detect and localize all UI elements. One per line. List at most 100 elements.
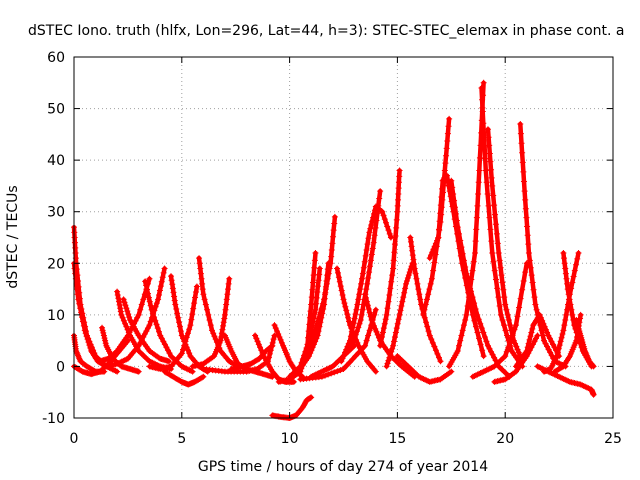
data-point xyxy=(516,304,523,311)
data-point xyxy=(81,327,88,334)
data-point xyxy=(585,355,592,362)
data-point xyxy=(513,343,520,350)
data-point xyxy=(169,285,176,292)
data-point xyxy=(352,352,359,359)
data-point xyxy=(340,366,347,373)
series-29 xyxy=(349,188,384,349)
data-point xyxy=(258,347,265,354)
data-point xyxy=(440,182,447,189)
data-point xyxy=(470,258,477,265)
data-point xyxy=(494,285,501,292)
data-point xyxy=(225,286,231,293)
data-point xyxy=(155,296,162,303)
data-point xyxy=(582,349,589,356)
data-point xyxy=(388,278,395,285)
data-point xyxy=(525,249,532,256)
data-point xyxy=(540,320,547,327)
data-point xyxy=(137,306,144,313)
data-point xyxy=(561,255,568,262)
data-point xyxy=(490,258,497,265)
data-point xyxy=(454,347,461,354)
data-point xyxy=(425,328,432,335)
data-point xyxy=(482,155,489,162)
data-point xyxy=(493,230,500,237)
data-point xyxy=(539,332,546,339)
data-point xyxy=(174,310,181,317)
data-point xyxy=(472,323,479,330)
data-point xyxy=(370,322,377,329)
data-point xyxy=(407,238,414,245)
data-point xyxy=(352,331,359,338)
data-point xyxy=(444,137,451,144)
data-point xyxy=(413,275,420,282)
data-point xyxy=(347,333,354,340)
data-point xyxy=(77,305,84,312)
data-point xyxy=(481,333,488,340)
data-point xyxy=(121,299,128,306)
data-point xyxy=(257,344,264,351)
data-point xyxy=(537,314,544,321)
data-point xyxy=(120,296,127,303)
data-point xyxy=(74,350,81,357)
data-point xyxy=(355,349,362,356)
data-point xyxy=(75,353,82,360)
data-point xyxy=(528,329,535,336)
data-point xyxy=(192,289,199,296)
data-point xyxy=(115,298,122,305)
data-point xyxy=(428,275,435,282)
data-point xyxy=(72,244,79,251)
data-point xyxy=(569,279,576,286)
data-point xyxy=(358,346,365,353)
data-point xyxy=(99,324,106,331)
data-point xyxy=(197,270,204,277)
data-point xyxy=(480,353,487,360)
series-38 xyxy=(448,177,513,380)
data-point xyxy=(560,327,567,334)
data-point xyxy=(491,267,498,274)
data-point xyxy=(395,185,402,192)
data-point xyxy=(351,335,358,342)
data-point xyxy=(355,324,362,331)
data-point xyxy=(575,322,582,329)
data-point xyxy=(171,297,178,304)
data-point xyxy=(159,274,166,281)
data-point xyxy=(367,225,374,232)
data-point xyxy=(324,275,331,282)
data-point xyxy=(488,174,495,181)
data-point xyxy=(490,192,497,199)
data-point xyxy=(349,356,356,363)
data-point xyxy=(331,213,338,220)
data-point xyxy=(366,229,373,236)
data-point xyxy=(561,260,568,267)
data-point xyxy=(366,263,373,270)
data-point xyxy=(208,327,215,334)
data-point xyxy=(306,353,313,360)
data-point xyxy=(464,303,471,310)
data-point xyxy=(460,257,467,264)
data-point xyxy=(561,322,568,329)
data-point xyxy=(491,202,498,209)
data-point xyxy=(321,296,328,303)
data-point xyxy=(481,143,488,150)
data-point xyxy=(374,331,381,338)
data-point xyxy=(436,227,443,234)
data-point xyxy=(176,323,183,330)
data-point xyxy=(78,309,85,316)
data-point xyxy=(396,311,403,318)
x-axis-label: GPS time / hours of day 274 of year 2014 xyxy=(198,459,488,475)
data-point xyxy=(454,224,461,231)
data-point xyxy=(135,311,142,318)
data-point xyxy=(428,336,435,343)
data-point xyxy=(433,243,440,250)
data-point xyxy=(441,167,448,174)
data-point xyxy=(405,272,412,279)
chart-title: dSTEC Iono. truth (hlfx, Lon=296, Lat=44… xyxy=(28,23,625,39)
data-point xyxy=(562,317,569,324)
data-point xyxy=(278,339,285,346)
data-point xyxy=(523,347,530,354)
data-point xyxy=(408,243,415,250)
data-point xyxy=(400,294,407,301)
data-point xyxy=(451,204,458,211)
data-point xyxy=(533,306,540,313)
data-point xyxy=(316,314,323,321)
